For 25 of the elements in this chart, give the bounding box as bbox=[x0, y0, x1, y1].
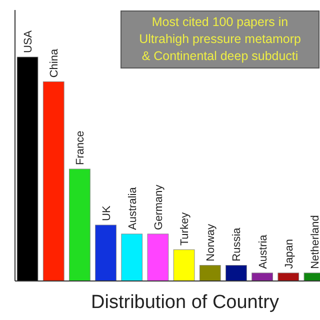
bar bbox=[95, 224, 116, 282]
x-tick-label: Turkey bbox=[179, 212, 192, 246]
x-tick-label: China bbox=[48, 48, 61, 78]
bar bbox=[199, 265, 221, 282]
x-tick-label: Norway bbox=[205, 224, 218, 262]
bar bbox=[121, 234, 143, 282]
bar bbox=[226, 265, 247, 282]
bar bbox=[252, 272, 273, 282]
x-tick-label: Australia bbox=[126, 186, 139, 230]
chart-title: Most cited 100 papers in Ultrahigh pressure metamorp & Continental deep subducti bbox=[139, 15, 301, 63]
x-tick-label: Russia bbox=[231, 226, 244, 262]
bar bbox=[42, 81, 64, 282]
x-tick-label: UK bbox=[100, 205, 113, 221]
x-tick-label: Germany bbox=[152, 184, 165, 230]
x-tick-label: France bbox=[74, 130, 87, 165]
x-tick-label: USA bbox=[22, 30, 35, 53]
bar bbox=[16, 56, 38, 282]
x-tick-label: Austria bbox=[257, 234, 270, 269]
bar bbox=[173, 249, 195, 282]
bar bbox=[278, 272, 300, 282]
x-tick-label: Japan bbox=[283, 238, 296, 269]
bar bbox=[147, 234, 169, 282]
x-axis-title: Distribution of Country bbox=[91, 292, 280, 313]
x-tick-label: Netherland bbox=[309, 215, 320, 269]
bar bbox=[69, 168, 90, 282]
